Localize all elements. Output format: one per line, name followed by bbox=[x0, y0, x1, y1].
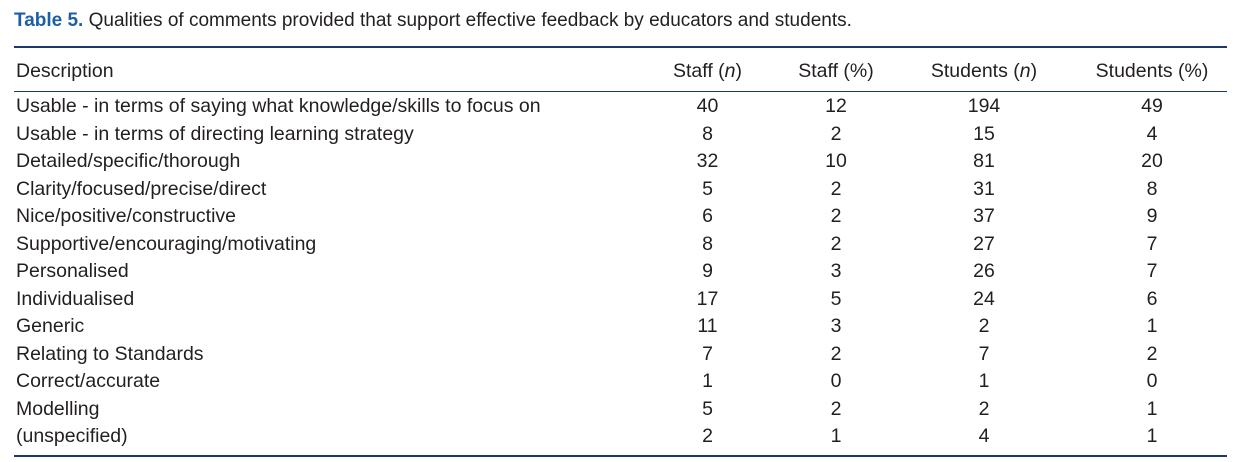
table-bottom-rule bbox=[14, 455, 1227, 457]
table-row: (unspecified) 2 1 4 1 bbox=[14, 423, 1227, 451]
header-students-n-prefix: Students ( bbox=[930, 59, 1020, 82]
header-staff-pct: Staff (%) bbox=[798, 59, 874, 82]
cell-staff-n: 17 bbox=[696, 287, 719, 310]
header-students-n-suffix: ) bbox=[1030, 59, 1038, 82]
table-row: Generic 11 3 2 1 bbox=[14, 313, 1227, 341]
cell-students-pct: 9 bbox=[1146, 205, 1158, 227]
table-row: Usable - in terms of saying what knowled… bbox=[14, 86, 1227, 121]
cell-students-n: 7 bbox=[978, 342, 990, 365]
cell-description: (unspecified) bbox=[16, 425, 128, 447]
header-staff-n: Staff (n) bbox=[634, 56, 781, 86]
cell-staff-n: 32 bbox=[696, 150, 719, 172]
cell-description: Correct/accurate bbox=[16, 370, 161, 392]
cell-staff-pct: 2 bbox=[830, 122, 842, 145]
cell-description: Clarity/focused/precise/direct bbox=[16, 177, 267, 200]
header-description: Description bbox=[16, 59, 114, 82]
cell-staff-n: 7 bbox=[702, 342, 713, 365]
table-caption-text: Qualities of comments provided that supp… bbox=[83, 10, 852, 31]
cell-description: Relating to Standards bbox=[16, 342, 204, 365]
cell-description: Usable - in terms of directing learning … bbox=[16, 122, 414, 145]
cell-students-n: 24 bbox=[973, 287, 995, 310]
cell-description: Supportive/encouraging/motivating bbox=[16, 232, 317, 255]
header-students-n-italic: n bbox=[1019, 59, 1031, 82]
cell-staff-n: 5 bbox=[702, 177, 713, 200]
cell-description: Personalised bbox=[16, 260, 129, 282]
cell-students-n: 31 bbox=[973, 177, 995, 200]
cell-students-n: 194 bbox=[967, 95, 1001, 117]
cell-students-pct: 7 bbox=[1146, 260, 1158, 282]
cell-staff-pct: 3 bbox=[830, 315, 842, 337]
cell-students-n: 37 bbox=[973, 205, 995, 227]
cell-description: Generic bbox=[16, 315, 85, 337]
table-row: Clarity/focused/precise/direct 5 2 31 8 bbox=[14, 176, 1227, 204]
cell-students-n: 2 bbox=[978, 315, 990, 337]
table-header: Description Staff (n) Staff (%) Students… bbox=[14, 56, 1227, 86]
cell-students-pct: 0 bbox=[1146, 370, 1158, 392]
table-row: Correct/accurate 1 0 1 0 bbox=[14, 368, 1227, 396]
cell-description: Individualised bbox=[16, 287, 135, 310]
header-students-n: Students (n) bbox=[891, 56, 1077, 86]
cell-students-n: 27 bbox=[973, 232, 995, 255]
cell-students-pct: 2 bbox=[1146, 342, 1158, 365]
qualities-table: Description Staff (n) Staff (%) Students… bbox=[14, 56, 1227, 451]
cell-students-pct: 1 bbox=[1146, 397, 1158, 420]
cell-staff-n: 9 bbox=[702, 260, 713, 282]
cell-students-pct: 1 bbox=[1146, 425, 1158, 447]
cell-students-pct: 8 bbox=[1146, 177, 1158, 200]
cell-description: Usable - in terms of saying what knowled… bbox=[16, 95, 541, 117]
cell-students-n: 15 bbox=[973, 122, 995, 145]
table-row: Usable - in terms of directing learning … bbox=[14, 121, 1227, 149]
table-row: Individualised 17 5 24 6 bbox=[14, 286, 1227, 314]
cell-staff-n: 5 bbox=[702, 397, 713, 420]
table-row: Supportive/encouraging/motivating 8 2 27 7 bbox=[14, 231, 1227, 259]
cell-students-n: 1 bbox=[978, 370, 990, 392]
cell-students-n: 4 bbox=[978, 425, 990, 447]
cell-description: Modelling bbox=[16, 397, 100, 420]
cell-students-n: 2 bbox=[978, 397, 990, 420]
cell-staff-n: 11 bbox=[697, 315, 718, 337]
cell-students-pct: 6 bbox=[1146, 287, 1158, 310]
cell-description: Nice/positive/constructive bbox=[16, 205, 237, 227]
cell-students-n: 26 bbox=[973, 260, 995, 282]
cell-staff-pct: 1 bbox=[830, 425, 842, 447]
table-caption: Table 5. Qualities of comments provided … bbox=[14, 8, 852, 34]
cell-students-n: 81 bbox=[973, 150, 995, 172]
cell-staff-n: 6 bbox=[702, 205, 713, 227]
cell-staff-pct: 2 bbox=[830, 342, 842, 365]
cell-staff-pct: 10 bbox=[825, 150, 847, 172]
cell-students-pct: 4 bbox=[1146, 122, 1158, 145]
table-caption-label: Table 5. bbox=[14, 10, 84, 31]
cell-staff-n: 8 bbox=[702, 232, 713, 255]
cell-staff-pct: 2 bbox=[830, 205, 842, 227]
cell-staff-pct: 2 bbox=[830, 232, 842, 255]
cell-staff-n: 8 bbox=[702, 122, 713, 145]
cell-staff-n: 40 bbox=[696, 95, 719, 117]
header-staff-n-suffix: ) bbox=[735, 59, 743, 82]
cell-students-pct: 7 bbox=[1146, 232, 1158, 255]
cell-description: Detailed/specific/thorough bbox=[16, 150, 241, 172]
table-row: Relating to Standards 7 2 7 2 bbox=[14, 341, 1227, 369]
table-header-row: Description Staff (n) Staff (%) Students… bbox=[14, 56, 1227, 86]
table-header-rule bbox=[14, 91, 1227, 92]
cell-staff-n: 1 bbox=[702, 370, 713, 392]
cell-staff-pct: 5 bbox=[830, 287, 842, 310]
table-body: Usable - in terms of saying what knowled… bbox=[14, 86, 1227, 451]
table-row: Nice/positive/constructive 6 2 37 9 bbox=[14, 203, 1227, 231]
table-top-rule bbox=[14, 46, 1227, 48]
cell-students-pct: 1 bbox=[1146, 315, 1158, 337]
cell-staff-pct: 3 bbox=[830, 260, 842, 282]
table-row: Modelling 5 2 2 1 bbox=[14, 396, 1227, 424]
cell-staff-pct: 0 bbox=[830, 370, 842, 392]
table-row: Personalised 9 3 26 7 bbox=[14, 258, 1227, 286]
cell-staff-pct: 2 bbox=[830, 177, 842, 200]
cell-students-pct: 49 bbox=[1141, 95, 1163, 117]
header-staff-n-prefix: Staff ( bbox=[672, 59, 725, 82]
header-staff-n-italic: n bbox=[724, 59, 736, 82]
cell-students-pct: 20 bbox=[1141, 150, 1163, 172]
header-students-pct: Students (%) bbox=[1095, 59, 1209, 82]
cell-staff-n: 2 bbox=[702, 425, 713, 447]
cell-staff-pct: 12 bbox=[825, 95, 847, 117]
cell-staff-pct: 2 bbox=[830, 397, 842, 420]
table-row: Detailed/specific/thorough 32 10 81 20 bbox=[14, 148, 1227, 176]
